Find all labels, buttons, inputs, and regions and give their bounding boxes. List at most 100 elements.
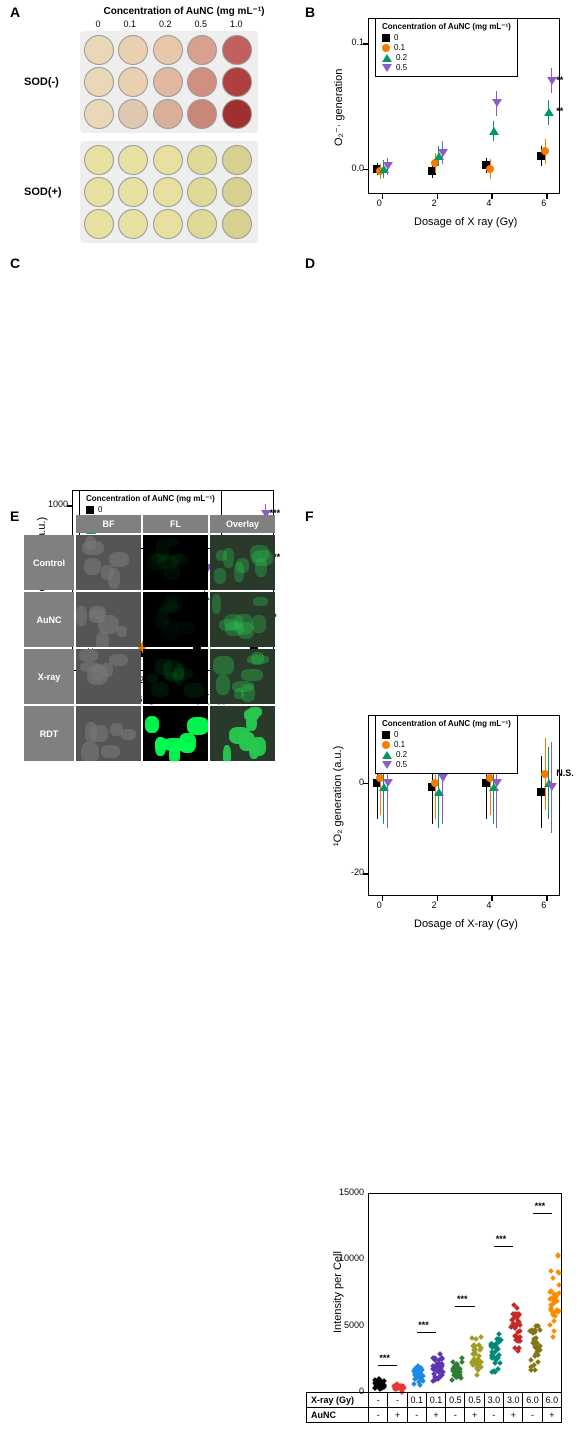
well <box>118 177 148 207</box>
well <box>153 209 183 239</box>
table-cell: + <box>387 1408 406 1422</box>
well <box>153 177 183 207</box>
table-cell: 6.0 <box>542 1393 561 1407</box>
micro-row-label: AuNC <box>24 592 74 647</box>
conc-value: 0.5 <box>194 19 207 29</box>
well <box>84 145 114 175</box>
table-row-label: X-ray (Gy) <box>307 1393 369 1407</box>
y-tick: 1000 <box>48 499 68 509</box>
significance-marker: *** <box>418 1320 429 1330</box>
legend-item: 0.1 <box>382 740 511 749</box>
x-tick: 0 <box>377 198 382 208</box>
table-cell: + <box>464 1408 483 1422</box>
data-point <box>541 147 549 155</box>
well <box>222 35 252 65</box>
well <box>84 99 114 129</box>
conc-header: 00.10.20.51.0 <box>84 19 254 29</box>
y-axis-label: Intensity per Cell <box>332 1251 344 1333</box>
data-point <box>486 165 494 173</box>
micro-image <box>76 535 141 590</box>
x-tick: 6 <box>541 900 546 910</box>
well <box>118 67 148 97</box>
conc-value: 0 <box>95 19 100 29</box>
table-cell: 3.0 <box>503 1393 522 1407</box>
table-cell: + <box>426 1408 445 1422</box>
micro-image <box>210 592 275 647</box>
well <box>222 99 252 129</box>
data-point <box>434 788 444 796</box>
data-point <box>383 162 393 170</box>
table-cell: 0.1 <box>426 1393 445 1407</box>
well <box>84 67 114 97</box>
table-cell: + <box>542 1408 561 1422</box>
well <box>187 67 217 97</box>
panel-f-label: F <box>305 508 314 524</box>
x-tick: 0 <box>377 900 382 910</box>
data-point <box>438 774 448 782</box>
panel-d-label: D <box>305 255 315 271</box>
panel-a-label: A <box>10 4 20 20</box>
micro-col-header: FL <box>143 515 208 533</box>
well <box>187 209 217 239</box>
well <box>187 35 217 65</box>
significance-marker: *** <box>535 1201 546 1211</box>
legend-title: Concentration of AuNC (mg mL⁻¹) <box>382 22 511 31</box>
micro-image <box>76 706 141 761</box>
legend-item: 0 <box>86 505 215 514</box>
data-point <box>547 783 557 791</box>
significance-marker: ** <box>556 106 563 116</box>
significance-marker: ** <box>556 75 563 85</box>
panel-f-chart: 050001000015000Intensity per Cell*******… <box>320 1185 570 1440</box>
well <box>187 145 217 175</box>
significance-marker: *** <box>496 1234 507 1244</box>
legend-title: Concentration of AuNC (mg mL⁻¹) <box>382 719 511 728</box>
significance-marker: *** <box>379 1353 390 1363</box>
table-cell: - <box>369 1408 387 1422</box>
table-cell: 0.5 <box>445 1393 464 1407</box>
well <box>84 209 114 239</box>
micro-col-header: BF <box>76 515 141 533</box>
well <box>118 209 148 239</box>
table-cell: - <box>484 1408 503 1422</box>
table-cell: - <box>522 1408 541 1422</box>
panel-d-chart: -2000246¹O₂ generation (a.u.)Dosage of X… <box>320 707 570 932</box>
table-cell: 0.5 <box>464 1393 483 1407</box>
data-point <box>492 779 502 787</box>
legend-item: 0 <box>382 730 511 739</box>
legend-item: 0 <box>382 33 511 42</box>
y-axis-label: O₂⁻· generation <box>332 69 345 146</box>
legend-title: Concentration of AuNC (mg mL⁻¹) <box>86 494 215 503</box>
panel-b-chart: 0.00.10246O₂⁻· generationDosage of X ray… <box>320 10 570 230</box>
well <box>222 209 252 239</box>
y-tick: 0 <box>359 777 364 787</box>
data-point <box>492 99 502 107</box>
well <box>222 67 252 97</box>
x-tick: 2 <box>432 900 437 910</box>
legend-item: 0.2 <box>382 53 511 62</box>
data-point <box>544 108 554 116</box>
significance-marker: *** <box>457 1294 468 1304</box>
y-tick: 5000 <box>344 1320 364 1330</box>
sod-neg-label: SOD(-) <box>24 76 59 88</box>
well <box>222 145 252 175</box>
x-tick: 2 <box>432 198 437 208</box>
panel-c-label: C <box>10 255 20 271</box>
micro-row-label: Control <box>24 535 74 590</box>
legend: Concentration of AuNC (mg mL⁻¹)00.10.20.… <box>375 18 518 77</box>
legend-item: 0.5 <box>382 760 511 769</box>
micro-image <box>210 649 275 704</box>
well <box>118 99 148 129</box>
well <box>118 35 148 65</box>
microscopy-grid: BFFLOverlayControlAuNCX-rayRDT <box>24 515 275 761</box>
well <box>153 99 183 129</box>
legend: Concentration of AuNC (mg mL⁻¹)00.10.20.… <box>375 715 518 774</box>
micro-image <box>143 706 208 761</box>
well <box>84 177 114 207</box>
micro-row-label: X-ray <box>24 649 74 704</box>
wellplate-neg <box>80 31 258 133</box>
well <box>118 145 148 175</box>
micro-image <box>210 535 275 590</box>
sod-pos-label: SOD(+) <box>24 186 62 198</box>
conc-value: 0.2 <box>159 19 172 29</box>
well <box>84 35 114 65</box>
